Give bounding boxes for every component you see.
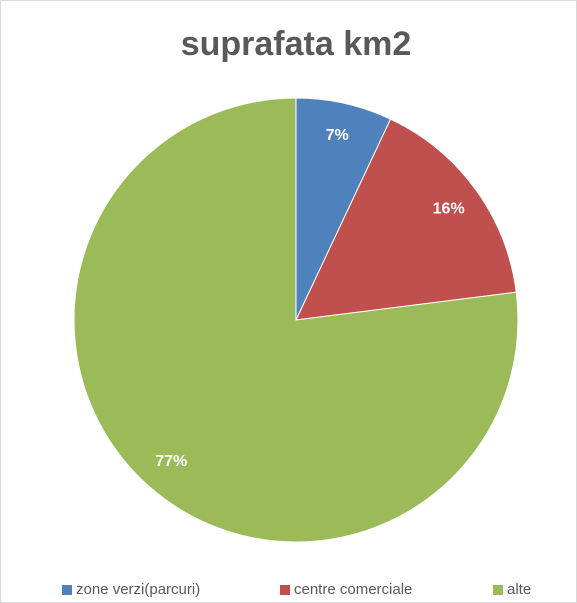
legend-swatch	[493, 585, 503, 595]
legend-swatch	[280, 585, 290, 595]
pie-slice	[73, 97, 519, 543]
legend-label: alte	[507, 581, 531, 598]
legend-swatch	[62, 585, 72, 595]
data-label: 7%	[326, 127, 349, 144]
legend-label: zone verzi(parcuri)	[76, 581, 200, 598]
pie-slice	[295, 118, 517, 321]
data-label: 77%	[155, 453, 187, 470]
legend-label: centre comerciale	[294, 581, 412, 598]
data-label: 16%	[433, 200, 465, 217]
chart-title: suprafata km2	[181, 25, 412, 63]
